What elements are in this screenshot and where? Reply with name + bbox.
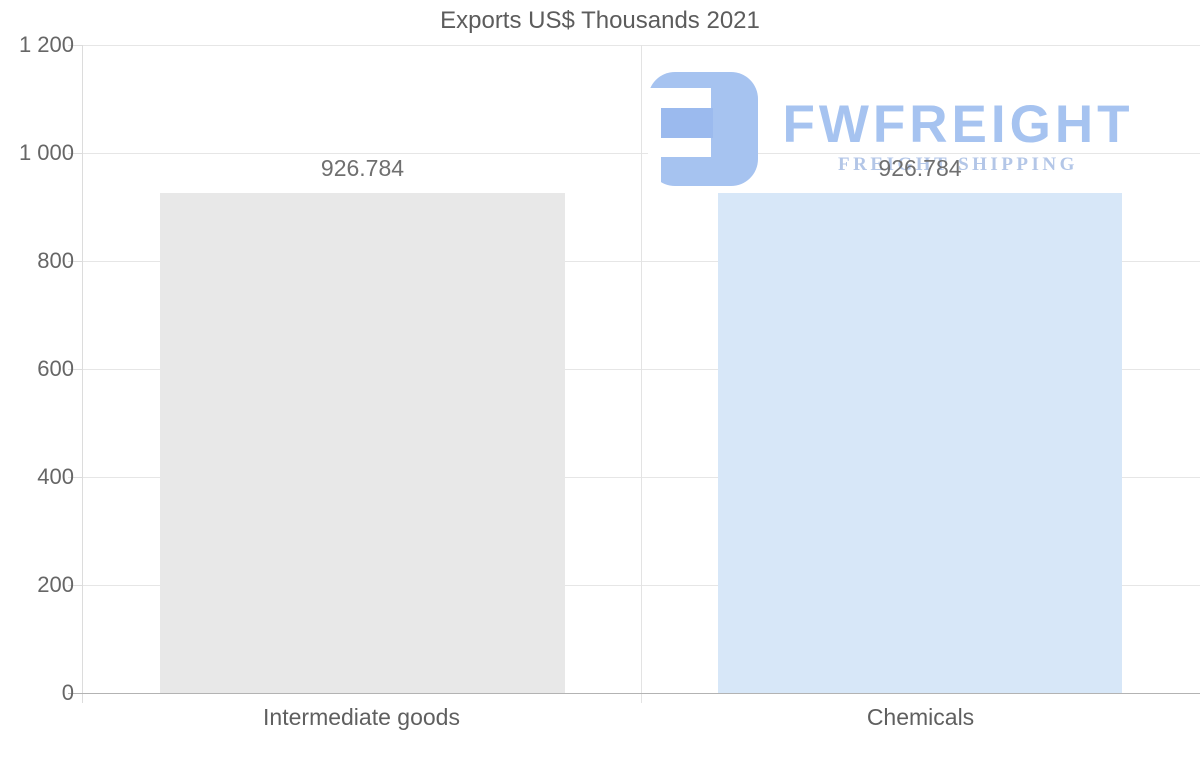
y-tick-label: 1 000 (18, 140, 74, 165)
x-axis-line (68, 693, 1200, 694)
y-tick (68, 153, 82, 154)
y-tick-label: 200 (37, 572, 74, 597)
value-label-intermediate-goods: 926.784 (320, 155, 405, 181)
y-tick (68, 261, 82, 262)
category-divider-line (641, 45, 642, 703)
bar-intermediate-goods[interactable] (160, 192, 565, 693)
chart-title: Exports US$ Thousands 2021 (440, 7, 760, 34)
y-tick (68, 369, 82, 370)
x-category-label-chemicals: Chemicals (866, 704, 975, 730)
y-tick-label: 0 (61, 680, 74, 705)
y-tick-label: 1 200 (18, 32, 74, 57)
y-tick-label: 800 (37, 248, 74, 273)
y-tick (68, 45, 82, 46)
bar-chemicals[interactable] (718, 192, 1122, 693)
y-tick-label: 600 (37, 356, 74, 381)
plot-area (82, 45, 1200, 693)
y-axis-line (82, 45, 83, 703)
y-tick (68, 585, 82, 586)
y-tick-label: 400 (37, 464, 74, 489)
y-tick (68, 477, 82, 478)
value-label-chemicals: 926.784 (878, 155, 962, 181)
x-category-label-intermediate-goods: Intermediate goods (263, 704, 460, 730)
